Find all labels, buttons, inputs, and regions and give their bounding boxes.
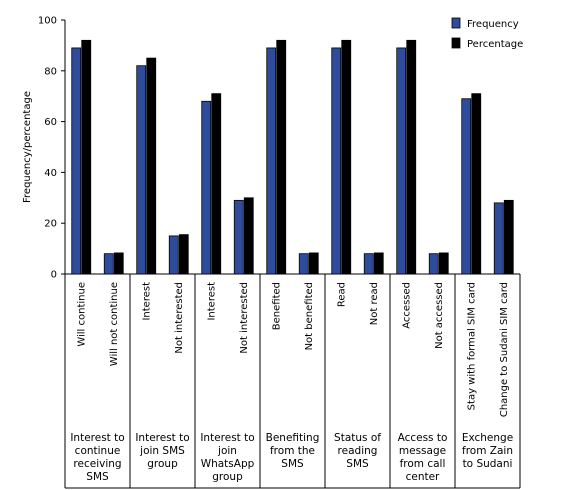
bar xyxy=(136,65,147,275)
bar xyxy=(243,197,254,275)
bar xyxy=(341,39,352,275)
y-tick-label: 0 xyxy=(51,270,57,281)
group-label: Interest to join SMS group xyxy=(135,432,190,470)
group-label: Interest to join WhatsApp group xyxy=(200,432,255,483)
legend-swatch xyxy=(451,37,461,49)
x-tick-label: Interest xyxy=(141,282,152,321)
bar xyxy=(201,100,212,275)
bar xyxy=(471,93,482,275)
y-tick-label: 60 xyxy=(44,117,57,128)
y-axis-label: Frequency/percentage xyxy=(22,91,33,203)
group-label: Interest to continue receiving SMS xyxy=(70,432,125,483)
bar xyxy=(493,202,504,275)
x-tick-label: Not benefited xyxy=(304,282,315,350)
x-tick-label: Not read xyxy=(369,282,380,325)
bar xyxy=(81,39,92,275)
bar xyxy=(406,39,417,275)
bar xyxy=(211,93,222,275)
bar xyxy=(373,252,384,275)
x-tick-label: Will not continue xyxy=(109,282,120,366)
bar xyxy=(113,252,124,275)
bar xyxy=(168,235,179,275)
bar xyxy=(503,199,514,275)
bar xyxy=(428,253,439,275)
bar xyxy=(71,47,82,275)
y-tick-label: 100 xyxy=(38,16,57,27)
group-label: Status of reading SMS xyxy=(334,432,381,470)
bar xyxy=(363,253,374,275)
y-tick-label: 20 xyxy=(44,219,57,230)
y-tick-label: 80 xyxy=(44,66,57,77)
x-tick-label: Will continue xyxy=(76,282,87,347)
legend-label: Frequency xyxy=(467,19,519,30)
group-label: Exchenge from Zain to Sudani xyxy=(461,432,514,470)
bar xyxy=(331,47,342,275)
legend-label: Percentage xyxy=(467,39,523,50)
bar xyxy=(276,39,287,275)
bar xyxy=(233,199,244,275)
x-tick-label: Interest xyxy=(206,282,217,321)
bar xyxy=(396,47,407,275)
legend-swatch xyxy=(451,17,461,29)
bar xyxy=(308,252,319,275)
y-tick-label: 40 xyxy=(44,168,57,179)
group-label: Benefiting from the SMS xyxy=(265,432,320,470)
x-tick-label: Benefited xyxy=(271,282,282,330)
bar xyxy=(461,98,472,275)
x-tick-label: Not interested xyxy=(239,282,250,354)
x-tick-label: Not interested xyxy=(174,282,185,354)
x-tick-label: Not accessed xyxy=(434,282,445,349)
bar xyxy=(103,253,114,275)
x-tick-label: Stay with formal SIM card xyxy=(466,282,477,410)
bar xyxy=(298,253,309,275)
x-tick-label: Change to Sudani SIM card xyxy=(499,282,510,417)
bar xyxy=(438,252,449,275)
x-tick-label: Read xyxy=(336,282,347,307)
group-label: Access to message from call center xyxy=(397,432,448,483)
bar xyxy=(146,57,157,275)
x-tick-label: Accessed xyxy=(401,282,412,329)
bar xyxy=(178,234,189,275)
bar xyxy=(266,47,277,275)
